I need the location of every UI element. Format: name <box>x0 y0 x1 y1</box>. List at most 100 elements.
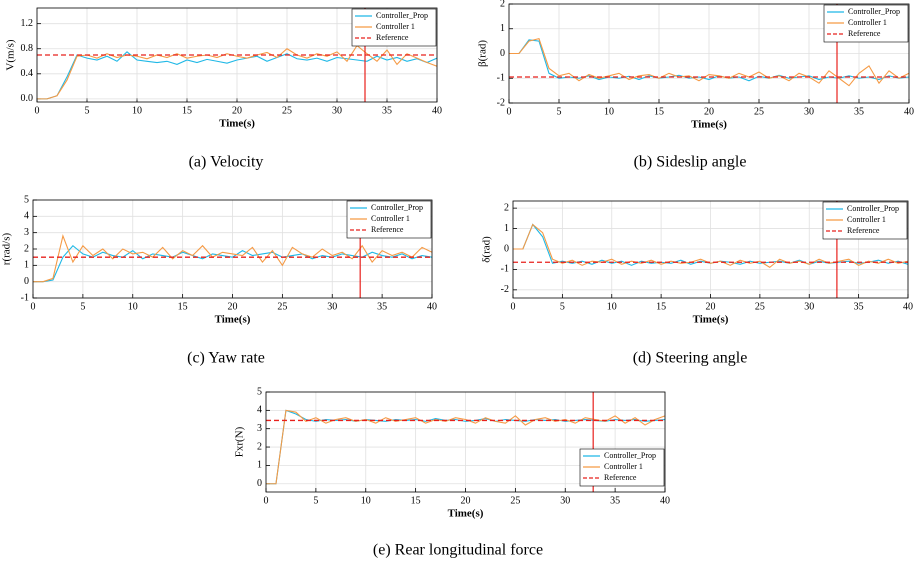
y-tick-label: 4 <box>257 405 262 416</box>
x-tick-label: 0 <box>264 495 269 506</box>
y-tick-label: -1 <box>497 73 505 84</box>
x-tick-label: 10 <box>607 301 617 312</box>
x-tick-label: 5 <box>557 106 562 117</box>
x-tick-label: 30 <box>804 106 814 117</box>
y-tick-label: 1 <box>500 23 505 34</box>
y-tick-label: -1 <box>21 292 29 303</box>
y-tick-label: 0 <box>24 276 29 287</box>
x-axis-label: Time(s) <box>219 118 255 130</box>
x-tick-label: 40 <box>427 301 437 312</box>
legend-label: Reference <box>371 225 404 234</box>
y-tick-label: 0.8 <box>21 43 34 54</box>
x-tick-label: 0 <box>511 301 516 312</box>
caption: (b) Sideslip angle <box>634 154 747 171</box>
x-tick-label: 25 <box>282 105 292 116</box>
y-tick-label: 0 <box>500 48 505 59</box>
legend-label: Controller 1 <box>848 18 887 27</box>
legend-label: Controller_Prop <box>604 451 656 460</box>
y-tick-label: 1 <box>257 460 262 471</box>
x-tick-label: 15 <box>656 301 666 312</box>
plot-frame <box>32 199 433 299</box>
x-tick-label: 30 <box>327 301 337 312</box>
legend-label: Controller 1 <box>604 462 643 471</box>
series-line <box>513 223 909 269</box>
x-axis-label: Time(s) <box>691 119 727 131</box>
x-tick-label: 35 <box>382 105 392 116</box>
y-tick-label: 5 <box>24 194 29 205</box>
legend-label: Controller_Prop <box>376 11 428 20</box>
legend-label: Reference <box>376 33 409 42</box>
x-tick-label: 25 <box>277 301 287 312</box>
x-axis-label: Time(s) <box>215 314 251 326</box>
legend-label: Controller_Prop <box>371 203 423 212</box>
x-tick-label: 40 <box>432 105 442 116</box>
x-tick-label: 20 <box>228 301 238 312</box>
legend-label: Controller 1 <box>371 214 410 223</box>
y-tick-label: -2 <box>497 97 505 108</box>
y-tick-label: 0 <box>504 243 509 254</box>
x-tick-label: 30 <box>560 495 570 506</box>
y-tick-label: 1.2 <box>21 18 34 29</box>
legend-label: Controller 1 <box>376 22 415 31</box>
y-tick-label: 0 <box>257 478 262 489</box>
x-tick-label: 35 <box>610 495 620 506</box>
x-tick-label: 5 <box>85 105 90 116</box>
x-tick-label: 5 <box>560 301 565 312</box>
caption: (d) Steering angle <box>633 350 748 367</box>
x-tick-label: 40 <box>660 495 670 506</box>
x-tick-label: 20 <box>461 495 471 506</box>
y-tick-label: 0.4 <box>21 68 34 79</box>
y-axis-label: r(rad/s) <box>1 232 13 265</box>
y-tick-label: 5 <box>257 386 262 397</box>
x-tick-label: 25 <box>755 301 765 312</box>
x-tick-label: 15 <box>182 105 192 116</box>
x-axis-label: Time(s) <box>448 508 484 520</box>
x-tick-label: 15 <box>411 495 421 506</box>
x-tick-label: 30 <box>332 105 342 116</box>
caption: (c) Yaw rate <box>187 350 265 367</box>
y-tick-label: -2 <box>501 284 509 295</box>
x-tick-label: 35 <box>854 106 864 117</box>
x-tick-label: 10 <box>361 495 371 506</box>
y-tick-label: 1 <box>24 260 29 271</box>
x-axis-label: Time(s) <box>693 314 729 326</box>
x-tick-label: 20 <box>704 106 714 117</box>
y-tick-label: 1 <box>504 223 509 234</box>
x-tick-label: 10 <box>132 105 142 116</box>
y-tick-label: 2 <box>504 202 509 213</box>
x-tick-label: 15 <box>654 106 664 117</box>
y-axis-label: δ(rad) <box>481 236 493 263</box>
y-tick-label: 3 <box>257 423 262 434</box>
plot-frame <box>265 391 666 493</box>
legend-label: Controller_Prop <box>847 204 899 213</box>
x-tick-label: 40 <box>903 301 913 312</box>
x-tick-label: 40 <box>904 106 914 117</box>
x-tick-label: 35 <box>377 301 387 312</box>
x-tick-label: 20 <box>232 105 242 116</box>
plot-frame <box>512 200 909 299</box>
x-tick-label: 0 <box>35 105 40 116</box>
series-line <box>37 51 438 100</box>
x-tick-label: 20 <box>706 301 716 312</box>
caption: (a) Velocity <box>189 154 264 171</box>
caption: (e) Rear longitudinal force <box>373 542 543 559</box>
y-axis-label: Fxr(N) <box>234 426 246 457</box>
x-tick-label: 10 <box>128 301 138 312</box>
plot-frame <box>508 3 910 104</box>
x-tick-label: 5 <box>80 301 85 312</box>
y-tick-label: 2 <box>24 243 29 254</box>
y-axis-label: β(rad) <box>477 40 489 67</box>
legend-label: Controller 1 <box>847 215 886 224</box>
plot-frame <box>36 7 438 103</box>
x-tick-label: 0 <box>31 301 36 312</box>
legend-label: Reference <box>604 473 637 482</box>
y-tick-label: 4 <box>24 211 29 222</box>
x-tick-label: 10 <box>604 106 614 117</box>
y-tick-label: 0.0 <box>21 93 34 104</box>
series-line <box>33 244 433 283</box>
x-tick-label: 30 <box>804 301 814 312</box>
x-tick-label: 0 <box>507 106 512 117</box>
legend-label: Controller_Prop <box>848 7 900 16</box>
